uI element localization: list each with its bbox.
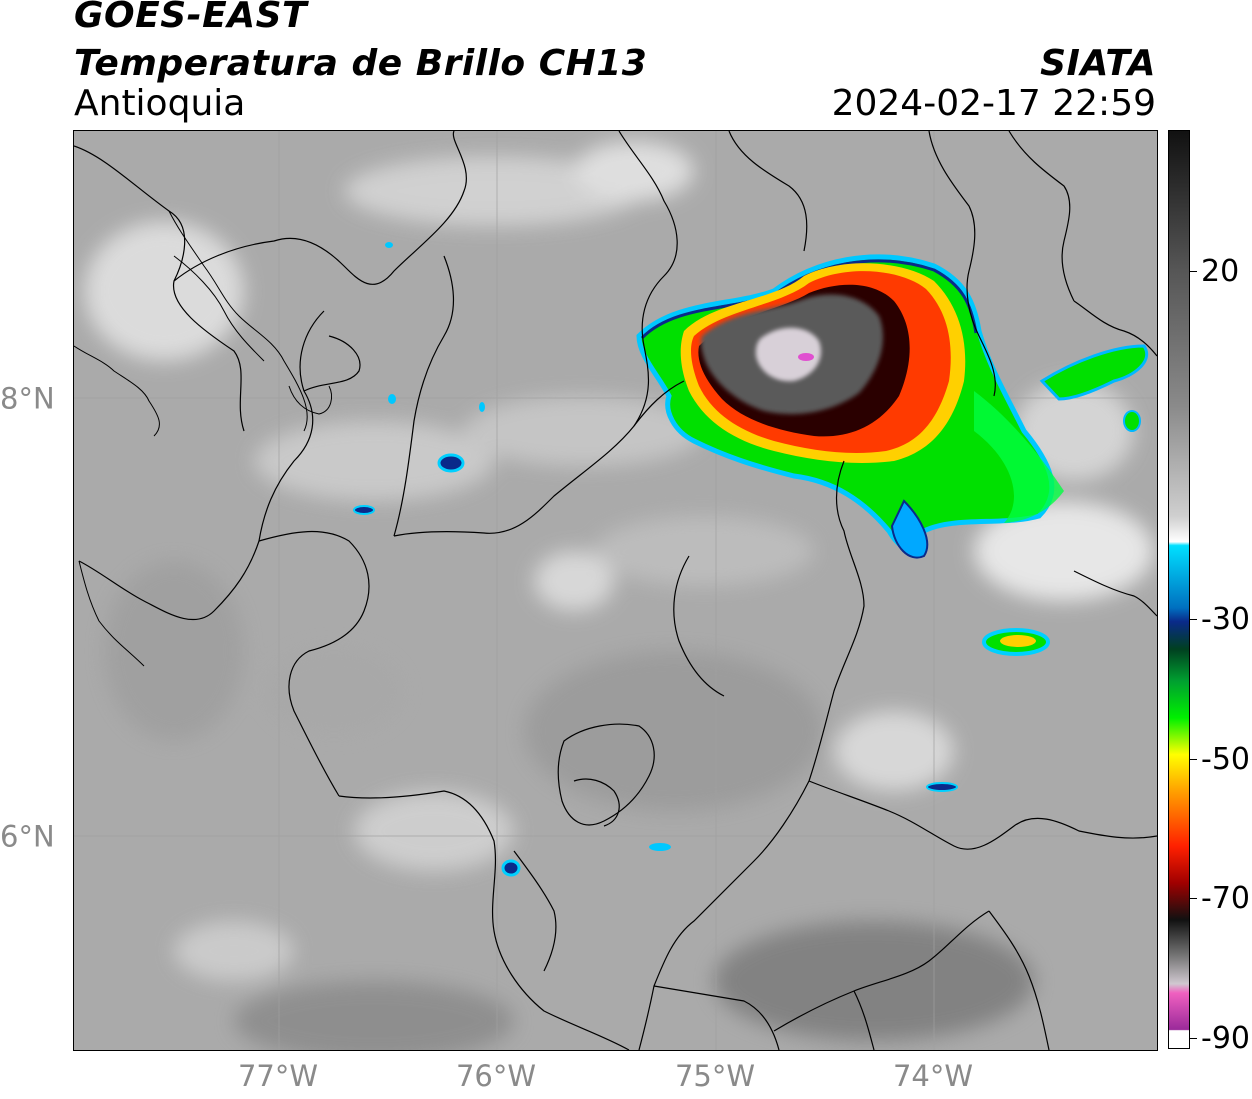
satellite-title: GOES-EAST — [74, 0, 308, 36]
temperature-colorbar — [1168, 130, 1190, 1049]
map-panel — [73, 130, 1158, 1051]
coastline — [74, 210, 332, 667]
political-boundaries — [74, 131, 1157, 1050]
storm-core-magenta — [798, 353, 814, 361]
longitude-label-76w: 76°W — [455, 1059, 537, 1093]
isolated-cold-cells — [353, 242, 1148, 877]
region-subtitle: Antioquia — [74, 83, 246, 124]
cell-northeast — [1039, 344, 1148, 401]
colorbar-label-minus50: -50 — [1201, 742, 1250, 777]
colorbar-label-minus70: -70 — [1201, 881, 1250, 916]
colorbar-tick — [1189, 898, 1197, 899]
cell-south — [501, 859, 521, 877]
colorbar-tick — [1189, 759, 1197, 760]
cell-south-central — [649, 843, 671, 851]
cell-central-west — [437, 453, 465, 473]
colorbar-tick — [1189, 1038, 1197, 1039]
colorbar-gradient — [1169, 131, 1189, 1048]
agency-label: SIATA — [1040, 43, 1156, 84]
cell-east-core — [1000, 635, 1036, 647]
colorbar-label-20: 20 — [1201, 254, 1240, 289]
longitude-label-75w: 75°W — [674, 1059, 756, 1093]
cell-south-lobe — [890, 499, 929, 559]
colorbar-label-minus30: -30 — [1201, 602, 1250, 637]
product-title: Temperatura de Brillo CH13 — [74, 43, 648, 84]
colorbar-tick — [1189, 619, 1197, 620]
storm-core-light — [755, 327, 822, 382]
cloud-texture — [74, 131, 1157, 1050]
convective-storm-cluster — [636, 254, 1064, 551]
latitude-label-6n: 6°N — [0, 819, 55, 854]
cell-southeast — [926, 782, 958, 792]
storm-edge-cyan — [636, 254, 1055, 551]
brightness-temperature-map — [74, 131, 1157, 1050]
longitude-label-77w: 77°W — [237, 1059, 319, 1093]
colorbar-tick — [1189, 271, 1197, 272]
cell-west — [353, 505, 375, 515]
longitude-label-74w: 74°W — [892, 1059, 974, 1093]
latitude-label-8n: 8°N — [0, 381, 55, 416]
colorbar-label-minus90: -90 — [1201, 1021, 1250, 1056]
datetime-label: 2024-02-17 22:59 — [831, 83, 1156, 124]
